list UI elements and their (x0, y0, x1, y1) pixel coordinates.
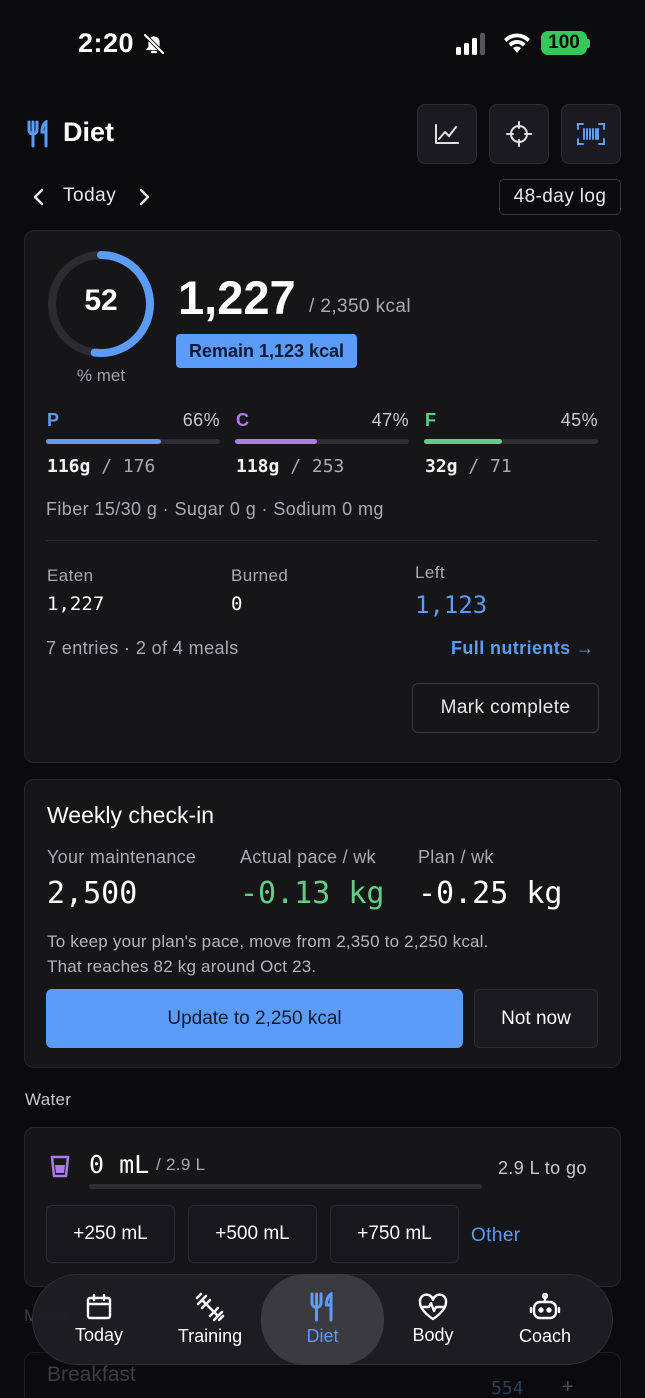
fat-bar (424, 439, 598, 444)
status-time: 2:20 (78, 28, 135, 58)
page-title: Diet (63, 117, 115, 147)
add-500ml-button[interactable]: +500 mL (188, 1205, 317, 1263)
battery-indicator: 100 (541, 31, 587, 55)
actual-pace-label: Actual pace / wk (240, 847, 376, 867)
maintenance-value: 2,500 (47, 876, 138, 911)
next-day-button[interactable] (137, 187, 151, 212)
tab-training[interactable]: Training (155, 1274, 265, 1365)
plan-value: -0.25 kg (418, 876, 563, 911)
water-progress-bar (89, 1184, 482, 1189)
tab-coach[interactable]: Coach (490, 1274, 600, 1365)
burned-label: Burned (231, 566, 289, 585)
carbs-percent: 47% (371, 410, 409, 430)
water-amount: 0 mL (89, 1150, 150, 1179)
water-remaining: 2.9 L to go (498, 1158, 587, 1178)
actual-pace-value: -0.13 kg (240, 876, 385, 911)
entries-summary: 7 entries · 2 of 4 meals (46, 638, 239, 658)
add-750ml-button[interactable]: +750 mL (330, 1205, 459, 1263)
tab-diet[interactable]: Diet (261, 1274, 384, 1365)
previous-day-button[interactable] (32, 187, 46, 212)
burned-value: 0 (231, 593, 243, 615)
protein-percent: 66% (182, 410, 220, 430)
add-breakfast-button[interactable]: + (562, 1376, 574, 1398)
log-history-button[interactable]: 48-day log (499, 179, 621, 215)
plan-label: Plan / wk (418, 847, 494, 867)
progress-ring (48, 251, 154, 357)
protein-amount: 116g / 176 (47, 456, 156, 477)
barcode-icon (577, 123, 605, 145)
eaten-value: 1,227 (47, 593, 105, 615)
add-250ml-button[interactable]: +250 mL (46, 1205, 175, 1263)
eaten-label: Eaten (47, 566, 94, 585)
daily-summary-card (24, 230, 621, 763)
divider (46, 540, 598, 541)
dumbbell-icon (195, 1292, 225, 1322)
full-nutrients-link[interactable]: Full nutrients → (451, 638, 595, 658)
fat-percent: 45% (560, 410, 598, 430)
water-heading: Water (25, 1090, 72, 1109)
fat-label: F (425, 410, 436, 430)
barcode-scan-button[interactable] (561, 104, 621, 164)
water-cup-icon (50, 1154, 70, 1183)
heart-pulse-icon (418, 1293, 448, 1321)
checkin-note: To keep your plan's pace, move from 2,35… (47, 932, 489, 976)
percent-met-value: 52 (84, 284, 118, 317)
breakfast-title: Breakfast (47, 1363, 136, 1386)
chart-button[interactable] (417, 104, 477, 164)
calendar-icon (86, 1293, 112, 1320)
crosshair-icon (506, 121, 532, 147)
line-chart-icon (435, 124, 459, 144)
remaining-badge: Remain 1,123 kcal (176, 334, 357, 368)
bell-slash-icon (142, 32, 166, 61)
current-date-label: Today (63, 185, 117, 206)
tab-body[interactable]: Body (378, 1274, 488, 1365)
maintenance-label: Your maintenance (47, 847, 197, 867)
not-now-button[interactable]: Not now (474, 989, 598, 1048)
protein-label: P (47, 410, 60, 430)
mark-complete-button[interactable]: Mark complete (412, 683, 599, 733)
robot-icon (529, 1292, 561, 1320)
target-button[interactable] (489, 104, 549, 164)
weekly-checkin-title: Weekly check-in (47, 802, 215, 828)
chevron-left-icon (33, 188, 44, 206)
fork-knife-icon (310, 1292, 332, 1322)
carbs-label: C (236, 410, 249, 430)
breakfast-calories: 554 (491, 1378, 524, 1398)
micronutrient-line: Fiber 15/30 g · Sugar 0 g · Sodium 0 mg (46, 499, 384, 519)
water-goal: / 2.9 L (156, 1155, 206, 1174)
chevron-right-icon (139, 188, 150, 206)
wifi-icon (502, 32, 532, 59)
carbs-bar (235, 439, 409, 444)
fat-amount: 32g / 71 (425, 456, 512, 477)
signal-icon (456, 33, 485, 55)
percent-met-label: % met (76, 366, 126, 385)
protein-bar (46, 439, 220, 444)
carbs-amount: 118g / 253 (236, 456, 345, 477)
calories-eaten: 1,227 (178, 271, 296, 324)
add-other-water-link[interactable]: Other (471, 1225, 521, 1246)
calorie-goal: / 2,350 kcal (309, 296, 411, 317)
fork-knife-icon (26, 119, 52, 153)
left-label: Left (415, 563, 445, 582)
left-value: 1,123 (415, 591, 488, 619)
battery-tip (587, 39, 590, 48)
tab-today[interactable]: Today (44, 1274, 154, 1365)
update-target-button[interactable]: Update to 2,250 kcal (46, 989, 463, 1048)
